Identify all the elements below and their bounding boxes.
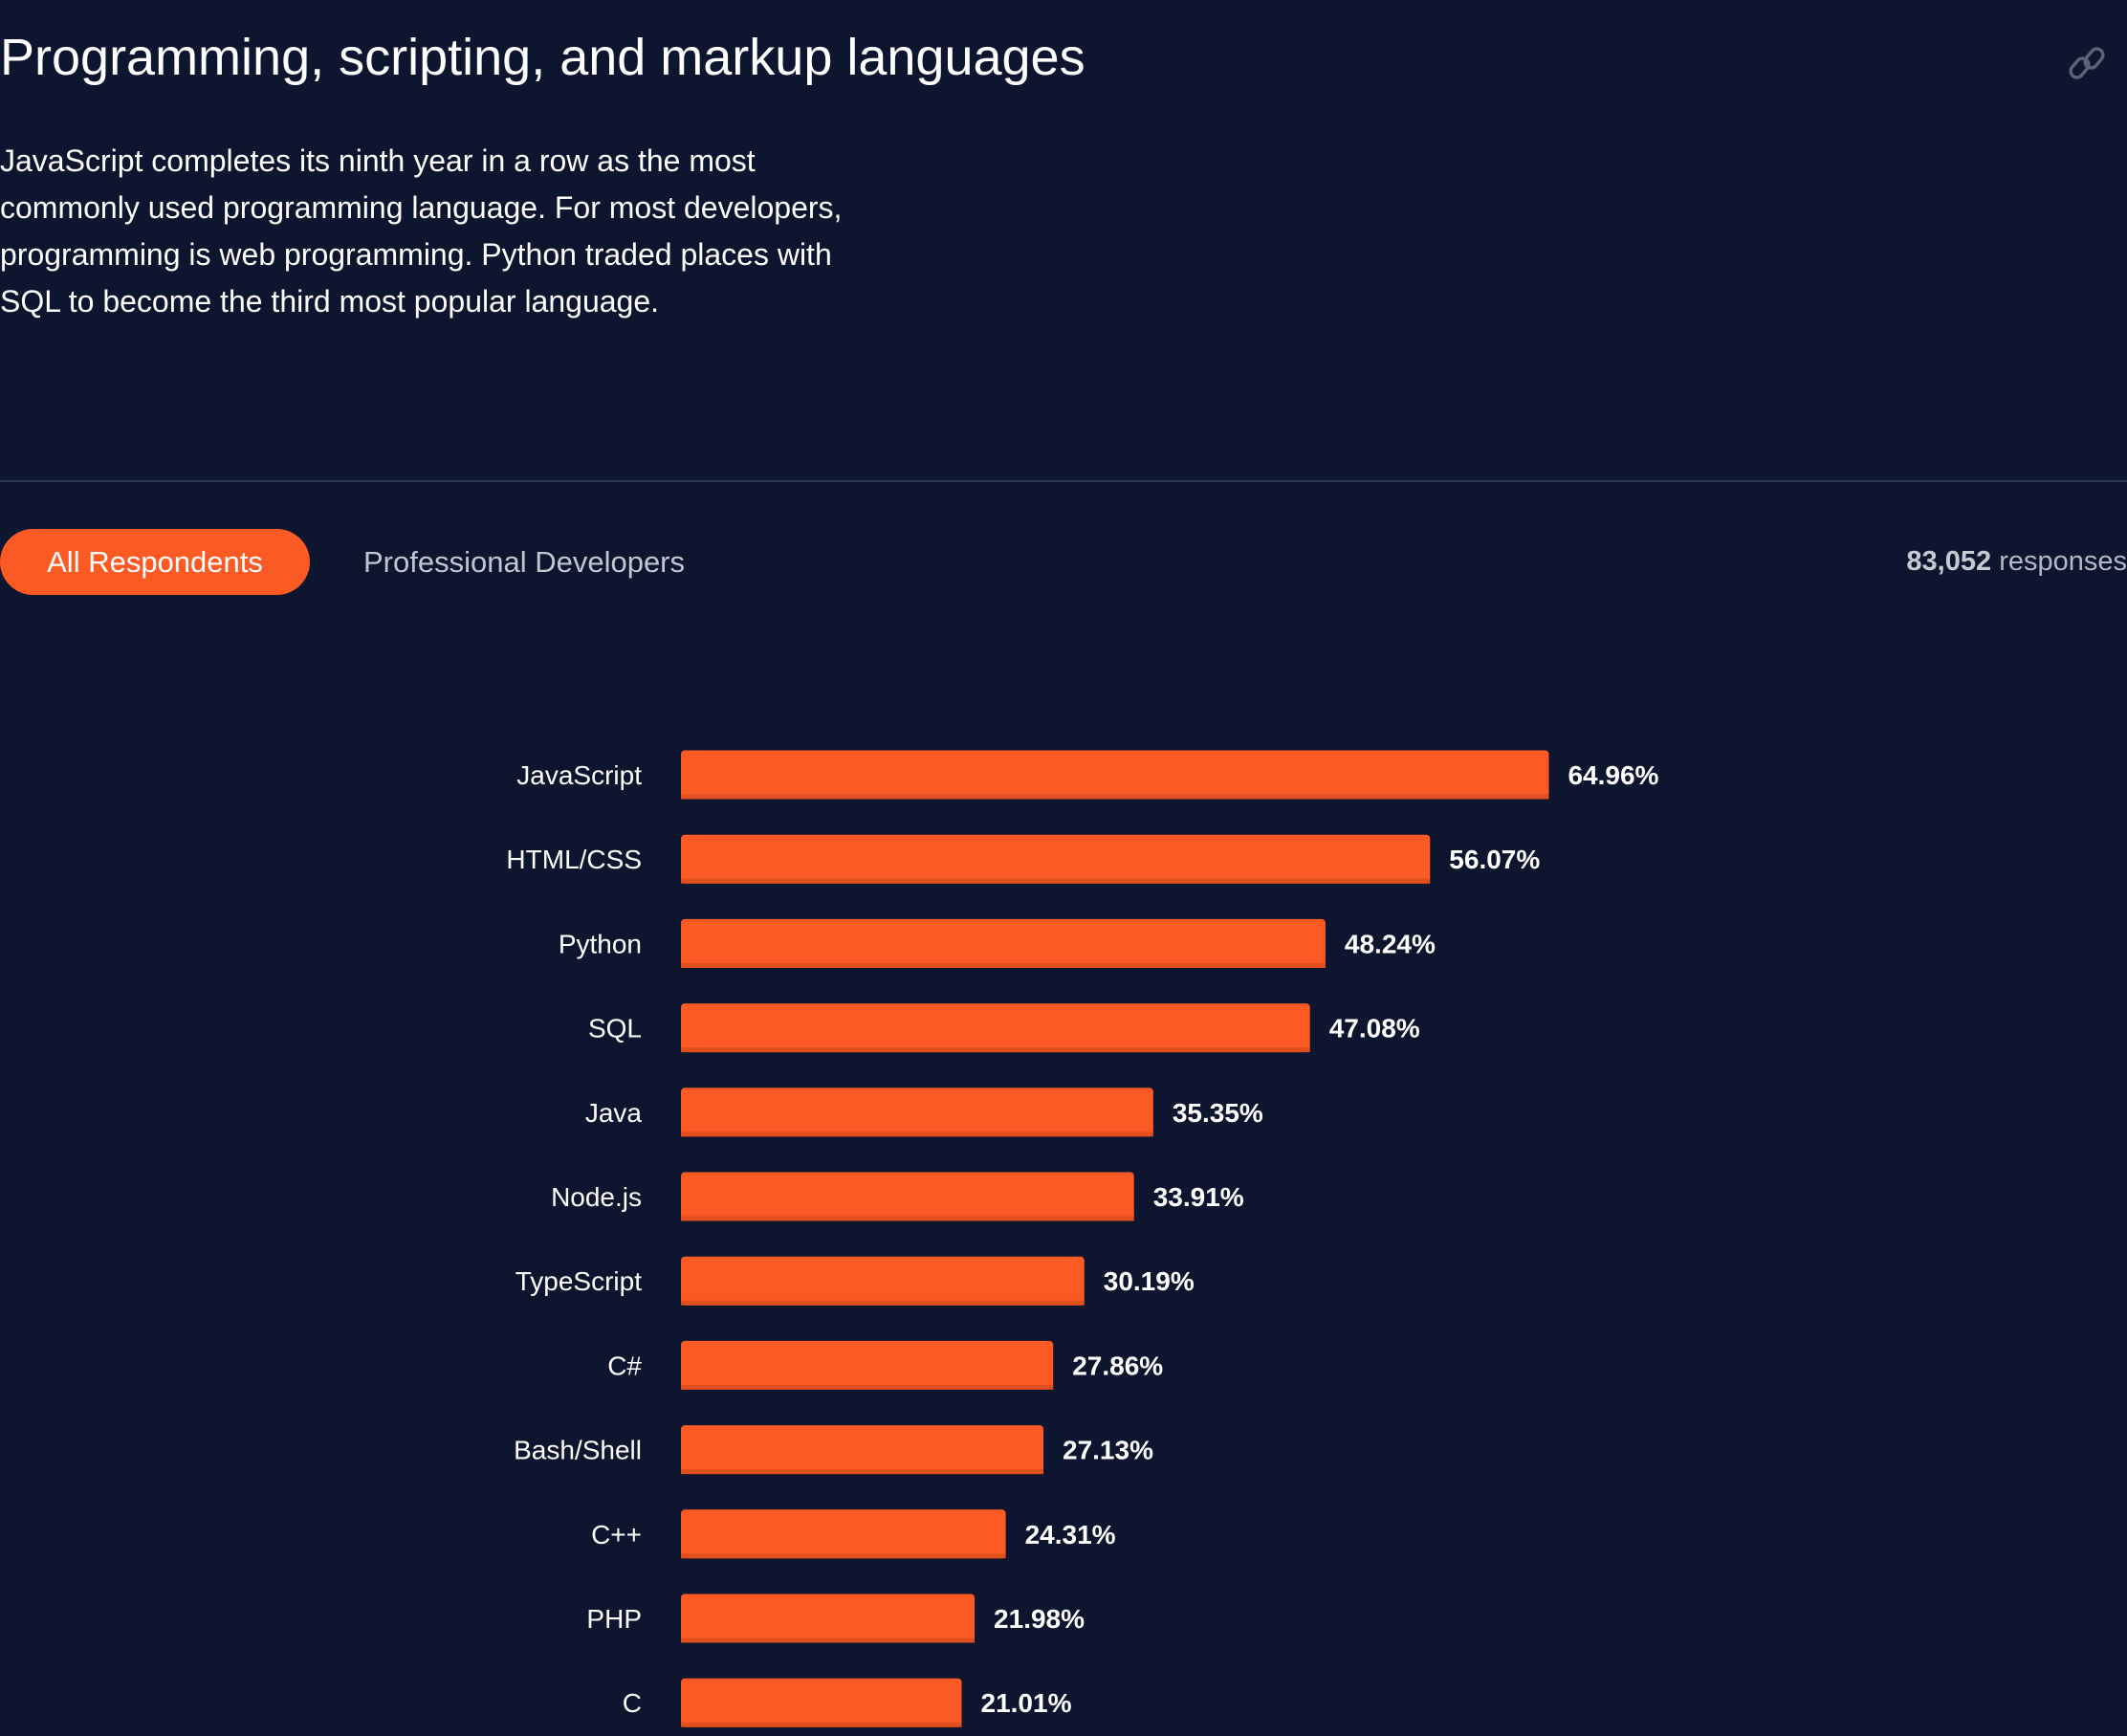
bar[interactable] [681, 1172, 1134, 1221]
value-label: 21.98% [994, 1604, 1085, 1634]
value-label: 27.13% [1063, 1436, 1153, 1465]
tab-all-respondents[interactable]: All Respondents [0, 529, 310, 595]
value-label: 21.01% [981, 1688, 1072, 1718]
bar[interactable] [681, 1256, 1085, 1306]
value-label: 33.91% [1153, 1182, 1244, 1212]
category-label: HTML/CSS [506, 845, 642, 874]
bar-shade [681, 1553, 1006, 1559]
category-label: C [623, 1688, 642, 1718]
divider [0, 480, 2127, 482]
bar-shade [681, 1300, 1085, 1306]
category-label: PHP [586, 1604, 642, 1634]
category-label: C++ [591, 1520, 642, 1549]
bar[interactable] [681, 918, 1326, 968]
link-icon[interactable] [2068, 44, 2106, 82]
value-label: 48.24% [1345, 929, 1436, 958]
category-label: Python [559, 929, 642, 958]
bar[interactable] [681, 750, 1549, 800]
category-label: Java [585, 1098, 643, 1128]
section-description: JavaScript completes its ninth year in a… [0, 143, 843, 319]
responses-label: responses [1999, 546, 2127, 577]
category-label: JavaScript [516, 760, 642, 790]
value-label: 24.31% [1025, 1520, 1116, 1549]
bar[interactable] [681, 1678, 962, 1727]
responses-count: 83,052 responses [1906, 529, 2127, 595]
tab-professional-developers[interactable]: Professional Developers [363, 545, 686, 579]
bar[interactable] [681, 1088, 1153, 1137]
bar[interactable] [681, 1003, 1310, 1053]
value-label: 47.08% [1329, 1014, 1420, 1044]
bar-shade [681, 1722, 962, 1727]
category-label: C# [607, 1351, 642, 1380]
responses-number: 83,052 [1906, 546, 1992, 577]
section-title: Programming, scripting, and markup langu… [0, 29, 1085, 86]
bar[interactable] [681, 1425, 1044, 1475]
value-label: 64.96% [1568, 760, 1658, 790]
bar-shade [681, 1047, 1310, 1053]
value-label: 35.35% [1173, 1098, 1263, 1128]
value-label: 30.19% [1104, 1266, 1195, 1296]
category-label: SQL [588, 1014, 642, 1044]
bar-shade [681, 1469, 1044, 1475]
value-label: 27.86% [1072, 1351, 1163, 1380]
bar-shade [681, 1132, 1153, 1137]
category-label: Node.js [551, 1182, 642, 1212]
bar[interactable] [681, 834, 1431, 884]
bar-shade [681, 794, 1549, 800]
bar-shade [681, 1384, 1054, 1390]
bar-shade [681, 1637, 976, 1643]
bar[interactable] [681, 1509, 1006, 1559]
bar[interactable] [681, 1340, 1054, 1390]
value-label: 56.07% [1449, 845, 1540, 874]
category-label: Bash/Shell [514, 1436, 642, 1465]
bar-shade [681, 878, 1431, 884]
bar[interactable] [681, 1593, 976, 1643]
bar-shade [681, 1216, 1134, 1221]
category-label: TypeScript [515, 1266, 642, 1296]
bar-shade [681, 962, 1326, 968]
